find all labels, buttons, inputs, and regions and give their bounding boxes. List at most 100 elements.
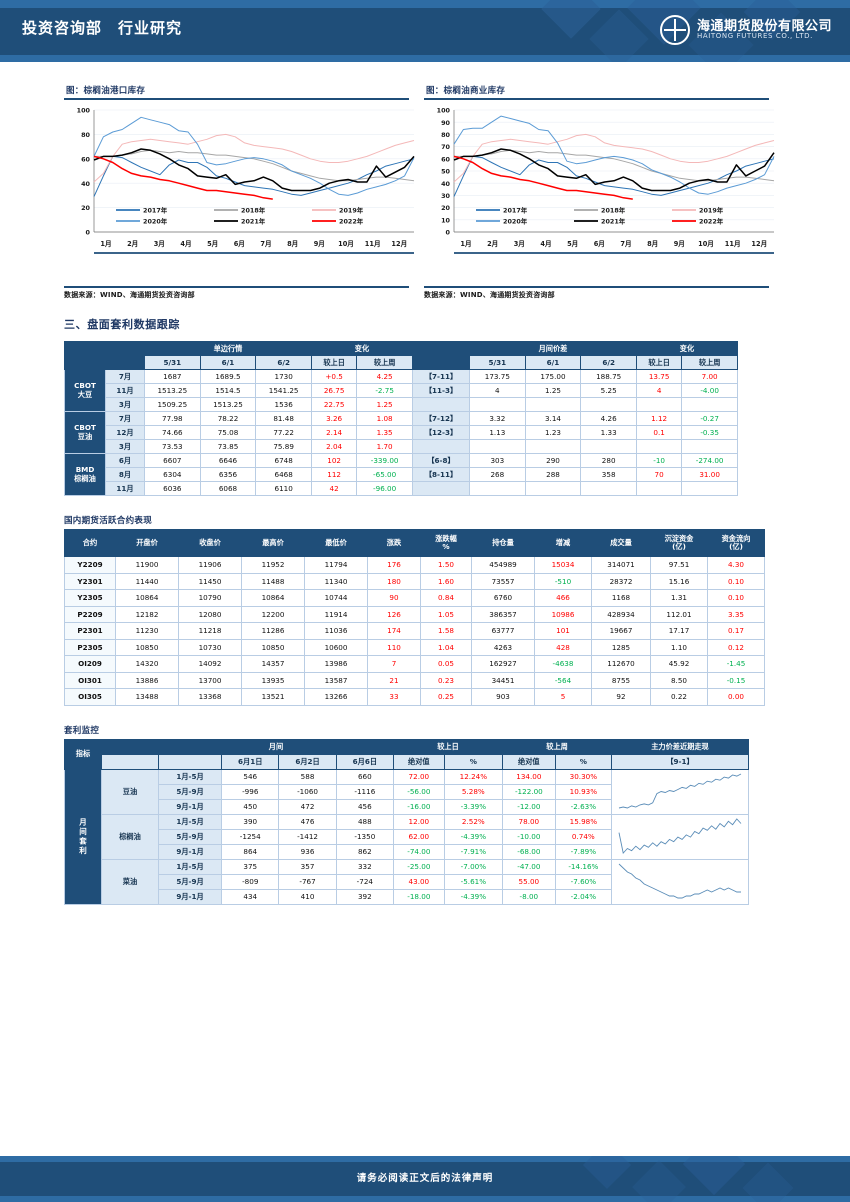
table2-low: 10744 [304, 589, 368, 607]
table1-price-602: 81.48 [255, 411, 312, 426]
table1-spread-531: 3.32 [469, 411, 526, 426]
table3-abs-week: 78.00 [502, 813, 556, 830]
svg-text:6月: 6月 [594, 240, 605, 248]
svg-text:10月: 10月 [698, 240, 714, 248]
table1-spread-602: 280 [580, 453, 637, 468]
table1-spread-602: 188.75 [580, 369, 637, 384]
table1-price-531: 1513.25 [144, 383, 201, 398]
table1-price-531: 77.98 [144, 411, 201, 426]
table3-abs-day: -56.00 [393, 783, 445, 800]
svg-text:2018年: 2018年 [241, 205, 266, 214]
table2-change: 176 [367, 556, 421, 574]
header-band-top [0, 0, 850, 8]
table3-date-0: 6月1日 [221, 753, 280, 770]
table3-spread-label: 9月-1月 [157, 843, 223, 860]
table2-high: 10850 [241, 638, 305, 656]
svg-text:0: 0 [446, 229, 451, 237]
table2-open: 11440 [115, 572, 179, 590]
table3-value-0606: 862 [335, 843, 395, 860]
svg-text:11月: 11月 [365, 240, 381, 248]
table1-sub-4: 较上周 [356, 355, 413, 370]
table-row: 9月-1月 434 410 392 -18.00 -4.39% -8.00 -2.04% [65, 888, 749, 905]
table2-header-9: 成交量 [591, 529, 651, 557]
table3-value-0606: 456 [335, 798, 395, 815]
table2-low: 13266 [304, 688, 368, 706]
table2-volume: 19667 [591, 622, 651, 640]
table3-value-0606: -1350 [335, 828, 395, 845]
svg-text:10月: 10月 [338, 240, 354, 248]
table3-group-dayvs: 较上日 [393, 738, 503, 755]
table3-value-0602: 936 [278, 843, 337, 860]
table2-oi-change: -4638 [534, 655, 592, 673]
table3-pct-day: 5.28% [443, 783, 504, 800]
table1-sub-9: 较上日 [635, 355, 683, 370]
table2-low: 11794 [304, 556, 368, 574]
svg-text:9月: 9月 [674, 240, 685, 248]
table1-spread-602: 4.26 [580, 411, 637, 426]
table-row: 3月 1509.25 1513.25 1536 22.75 1.25 [65, 397, 738, 412]
table1-chg-day: 112 [310, 467, 358, 482]
table2-volume: 8755 [591, 671, 651, 689]
table3-body: 月间套利 豆油 1月-5月 546 588 660 72.00 12.24% 134.00 30.… [64, 768, 749, 905]
table1-corner-a [64, 341, 106, 370]
company-name-en: HAITONG FUTURES CO., LTD. [696, 32, 813, 41]
table3-sub-header-row: 6月1日 6月2日 6月6日 绝对值 % 绝对值 % 【9-1】 [65, 753, 749, 770]
svg-text:0: 0 [86, 229, 91, 237]
table1-body: CBOT 大豆 7月 1687 1689.5 1730 +0.5 4.25 【7-11】 173.… [64, 369, 738, 496]
table3-value-0602: 588 [278, 768, 337, 785]
table2-close: 12080 [178, 605, 242, 623]
table1-spread-chg-day: 4 [635, 383, 683, 398]
table3-indicator-header: 指标 [64, 738, 102, 770]
table3-pct-week: 10.93% [554, 783, 613, 800]
svg-text:9月: 9月 [314, 240, 325, 248]
svg-text:100: 100 [77, 107, 91, 115]
table3-pct-day: -4.39% [443, 888, 504, 905]
svg-text:2019年: 2019年 [699, 205, 724, 214]
table2-close: 11218 [178, 622, 242, 640]
table1-price-602: 75.89 [255, 439, 312, 454]
table2-funds: 15.16 [650, 572, 708, 590]
table2-oi-change: 428 [534, 638, 592, 656]
table-row: Y2209 11900 11906 11952 11794 176 1.50 454989 15… [64, 556, 765, 574]
table2-fund-flow: 3.35 [707, 605, 765, 623]
table2-oi-change: 10986 [534, 605, 592, 623]
table1-spread-chg-week: 7.00 [681, 369, 738, 384]
table1-month-cell: 8月 [105, 467, 145, 482]
table-row: P2301 11230 11218 11286 11036 174 1.58 63777 101… [64, 622, 765, 640]
table3-value-0606: 488 [335, 813, 395, 830]
table1-spread-601: 1.25 [524, 383, 582, 398]
table3-value-0606: 660 [335, 768, 395, 785]
table2-oi-change: 5 [534, 688, 592, 706]
table2-fund-flow: 0.10 [707, 572, 765, 590]
table3-abs-day: 绝对值 [393, 753, 445, 770]
table-row: CBOT 大豆 7月 1687 1689.5 1730 +0.5 4.25 【7-11】 173.… [64, 369, 738, 412]
table3-abs-day: -25.00 [393, 858, 445, 875]
table-row: 棕榈油 1月-5月 390 476 488 12.00 2.52% 78.00 15.98% [65, 813, 749, 860]
table1-month-cell: 7月 [105, 411, 145, 426]
table3-abs-week: -122.00 [502, 783, 556, 800]
table1-spread-602 [580, 397, 637, 412]
table1-month-cell: 12月 [105, 425, 145, 440]
table1-chg-week: 4.25 [356, 369, 413, 384]
svg-text:1月: 1月 [100, 240, 111, 248]
table3-date-2: 6月6日 [335, 753, 395, 770]
table1-spread-label: 【7-11】 [412, 369, 470, 384]
table2-oi-change: 466 [534, 589, 592, 607]
chart-svg-0: 0 20 40 60 80 100 2017年 2018年 2019年 2020年 2021年 202… [77, 107, 415, 254]
table3-abs-week: 134.00 [502, 768, 556, 785]
table1-price-602: 6468 [255, 467, 312, 482]
table1-price-531: 1509.25 [144, 397, 201, 412]
svg-text:1月: 1月 [460, 240, 471, 248]
chart-rule-top-1 [424, 98, 769, 100]
svg-text:8月: 8月 [647, 240, 658, 248]
table3-abs-week: -8.00 [502, 888, 556, 905]
table3-abs-day: 12.00 [393, 813, 445, 830]
table3-abs-week: -10.00 [502, 828, 556, 845]
company-logo: 海通期货股份有限公司 HAITONG FUTURES CO., LTD. [659, 15, 832, 45]
table2-change: 33 [367, 688, 421, 706]
table1-price-602: 1730 [255, 369, 312, 384]
table2-open: 11230 [115, 622, 179, 640]
table2-open-interest: 6760 [471, 589, 535, 607]
table1-spread-531 [469, 439, 526, 454]
svg-text:2021年: 2021年 [601, 216, 626, 225]
